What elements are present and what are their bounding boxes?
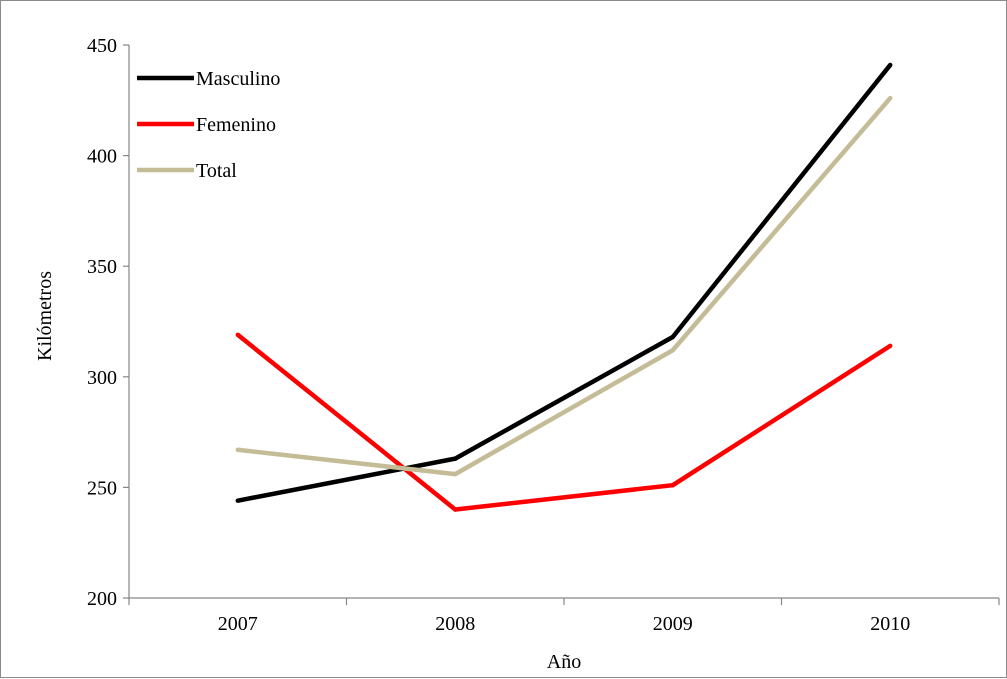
legend: Masculino Femenino Total: [137, 68, 280, 182]
y-tick-label: 450: [87, 35, 117, 57]
x-tick-label: 2010: [870, 613, 910, 635]
data-point-masculino: [235, 498, 240, 503]
legend-label-femenino: Femenino: [196, 114, 276, 136]
legend-label-total: Total: [196, 160, 237, 182]
series-line-total: [237, 96, 892, 477]
data-point-masculino: [888, 62, 893, 68]
series-line-masculino: [237, 63, 893, 503]
y-tick-label: 350: [87, 256, 117, 278]
data-point-femenino: [670, 482, 675, 488]
legend-label-masculino: Masculino: [196, 68, 280, 90]
y-axis-title: Kilómetros: [34, 271, 56, 361]
data-point-femenino: [235, 332, 240, 337]
data-point-femenino: [888, 343, 893, 349]
data-point-femenino: [453, 507, 458, 512]
data-point-total: [888, 95, 893, 101]
series-group: [235, 62, 893, 512]
x-tick-label: 2007: [218, 613, 258, 635]
y-tick-label: 300: [87, 367, 117, 389]
x-tick-label: 2008: [435, 613, 475, 635]
y-tick-label: 400: [87, 146, 117, 168]
data-point-masculino: [453, 456, 458, 461]
data-point-total: [670, 348, 675, 353]
x-axis-title: Año: [547, 651, 581, 673]
data-point-total: [235, 447, 240, 452]
y-axis-ticks: 200 250 300 350 400 450: [87, 35, 129, 610]
data-point-total: [453, 471, 458, 477]
data-point-masculino: [670, 334, 675, 340]
y-tick-label: 200: [87, 588, 117, 610]
y-tick-label: 250: [87, 477, 117, 499]
series-line-femenino: [236, 333, 892, 512]
x-tick-label: 2009: [653, 613, 693, 635]
x-axis-ticks: 2007 2008 2009 2010: [128, 598, 1000, 635]
